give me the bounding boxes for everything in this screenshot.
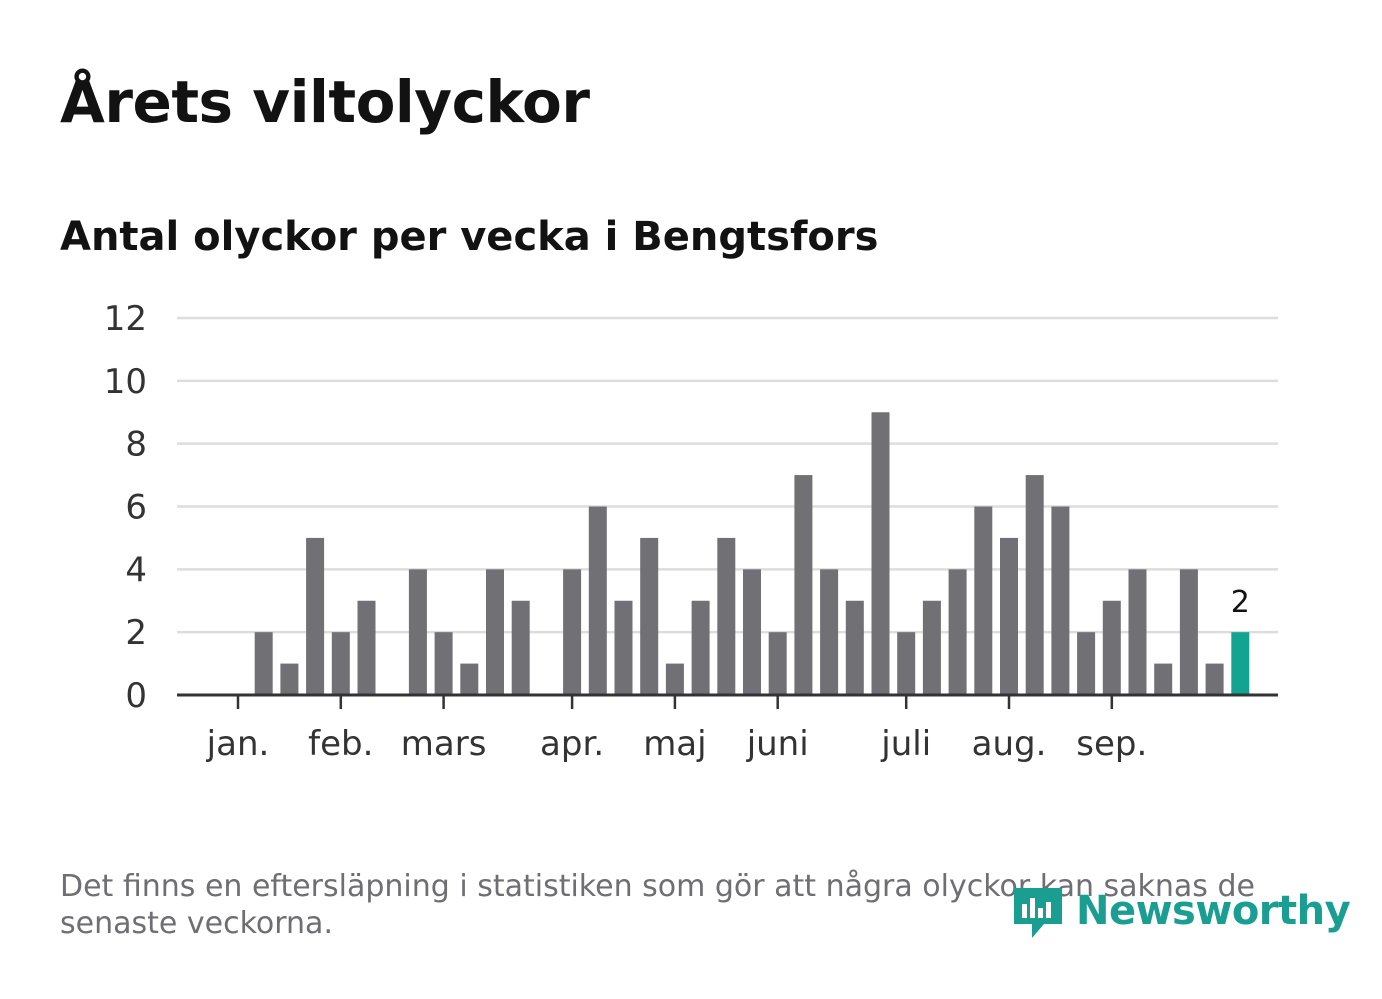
bar-highlight <box>1231 632 1250 695</box>
bar <box>357 600 376 695</box>
y-tick-label: 6 <box>125 488 147 528</box>
chart-subtitle: Antal olyckor per vecka i Bengtsfors <box>60 214 879 260</box>
y-tick-label: 4 <box>125 550 147 590</box>
bar <box>743 569 761 695</box>
bar <box>511 600 530 695</box>
newsworthy-logo-text: Newsworthy <box>1076 888 1351 934</box>
chart-title: Årets viltolyckor <box>60 68 590 136</box>
y-tick-label: 0 <box>125 676 147 716</box>
bar <box>254 632 273 695</box>
bar <box>1051 506 1070 695</box>
newsworthy-logo: Newsworthy <box>1010 878 1351 944</box>
bar <box>614 600 633 695</box>
bar <box>768 632 787 695</box>
bar <box>820 569 839 695</box>
x-tick-label: juni <box>746 724 809 764</box>
y-tick-label: 8 <box>125 425 147 465</box>
bar <box>665 663 684 695</box>
bar <box>1077 632 1096 695</box>
bar <box>948 569 967 695</box>
bar <box>691 600 710 695</box>
bar <box>280 663 299 695</box>
newsworthy-logo-icon <box>1014 888 1062 938</box>
bar <box>1102 600 1121 695</box>
x-tick-label: apr. <box>540 724 604 764</box>
bar <box>845 600 864 695</box>
bar-value-label: 2 <box>1231 585 1250 620</box>
bar <box>1179 569 1198 695</box>
x-tick-label: aug. <box>972 724 1047 764</box>
bar <box>1025 475 1044 695</box>
x-tick-label: maj <box>643 724 706 764</box>
y-tick-label: 10 <box>104 362 147 402</box>
bar <box>434 632 453 695</box>
bar <box>1128 569 1147 695</box>
bar <box>460 663 479 695</box>
bar <box>486 569 504 695</box>
bar <box>306 537 325 695</box>
bar <box>922 600 941 695</box>
bar <box>897 632 916 695</box>
bar <box>974 506 993 695</box>
x-tick-label: jan. <box>206 724 270 764</box>
bar <box>331 632 350 695</box>
bar <box>640 537 659 695</box>
bar <box>794 475 813 695</box>
bar <box>588 506 607 695</box>
bar <box>717 537 736 695</box>
bar <box>871 412 890 695</box>
bar <box>1000 537 1018 695</box>
x-tick-label: feb. <box>308 724 373 764</box>
bar <box>1154 663 1173 695</box>
x-tick-label: mars <box>401 724 487 764</box>
bar <box>408 569 427 695</box>
bar <box>563 569 582 695</box>
y-tick-label: 12 <box>104 299 147 339</box>
x-tick-label: juli <box>880 724 931 764</box>
y-tick-label: 2 <box>125 613 147 653</box>
bar <box>1205 663 1224 695</box>
x-tick-label: sep. <box>1076 724 1147 764</box>
